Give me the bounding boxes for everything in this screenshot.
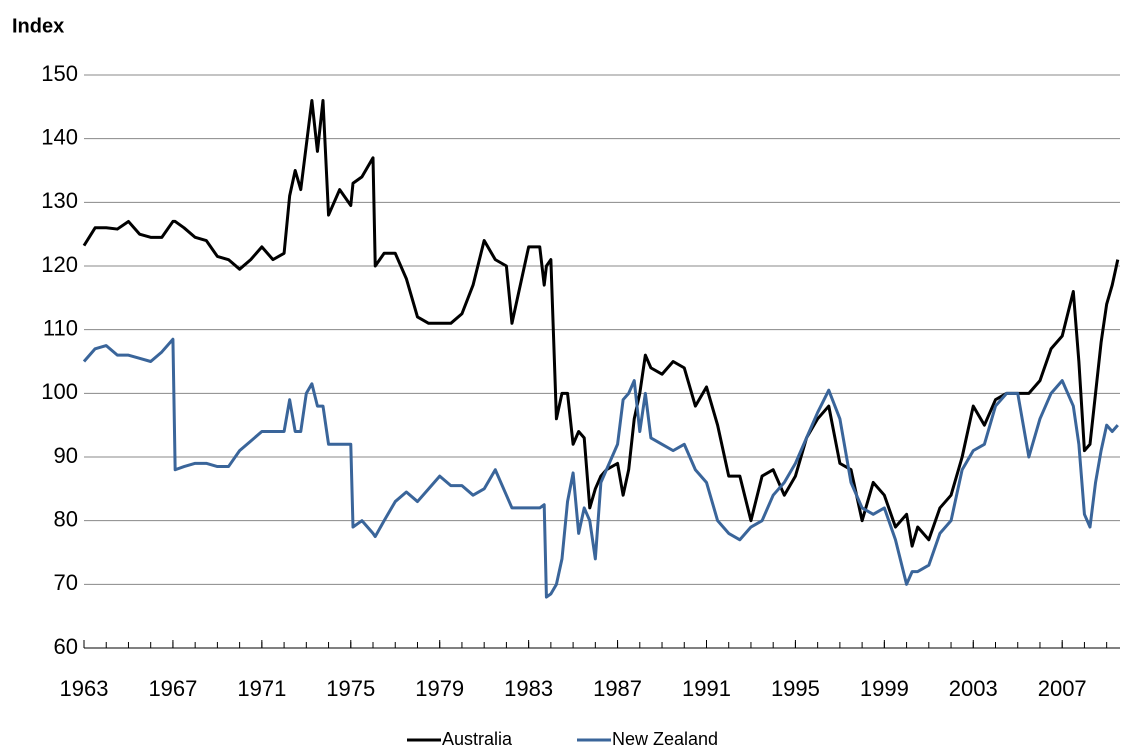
x-tick-label: 2003 [949, 676, 998, 701]
x-tick-label: 1987 [593, 676, 642, 701]
x-tick-label: 1975 [326, 676, 375, 701]
x-tick-label: 1967 [148, 676, 197, 701]
x-tick-label: 1991 [682, 676, 731, 701]
x-tick-label: 2007 [1038, 676, 1087, 701]
series-line [82, 98, 1120, 548]
x-tick-label: 1971 [237, 676, 286, 701]
y-tick-label: 60 [54, 634, 78, 659]
y-tick-label: 130 [41, 188, 78, 213]
x-tick-label: 1963 [60, 676, 109, 701]
legend-label: Australia [442, 729, 513, 749]
legend-label: New Zealand [612, 729, 718, 749]
x-tick-label: 1979 [415, 676, 464, 701]
y-tick-label: 100 [41, 379, 78, 404]
y-tick-label: 90 [54, 443, 78, 468]
y-axis-title: Index [12, 15, 64, 37]
y-tick-label: 110 [43, 315, 78, 340]
y-tick-label: 120 [41, 252, 78, 277]
y-tick-label: 140 [41, 124, 78, 149]
x-tick-label: 1999 [860, 676, 909, 701]
x-tick-label: 1995 [771, 676, 820, 701]
x-tick-label: 1983 [504, 676, 553, 701]
y-tick-label: 150 [41, 61, 78, 86]
y-tick-label: 80 [54, 506, 78, 531]
y-tick-label: 70 [54, 570, 78, 595]
series-line [82, 337, 1119, 599]
